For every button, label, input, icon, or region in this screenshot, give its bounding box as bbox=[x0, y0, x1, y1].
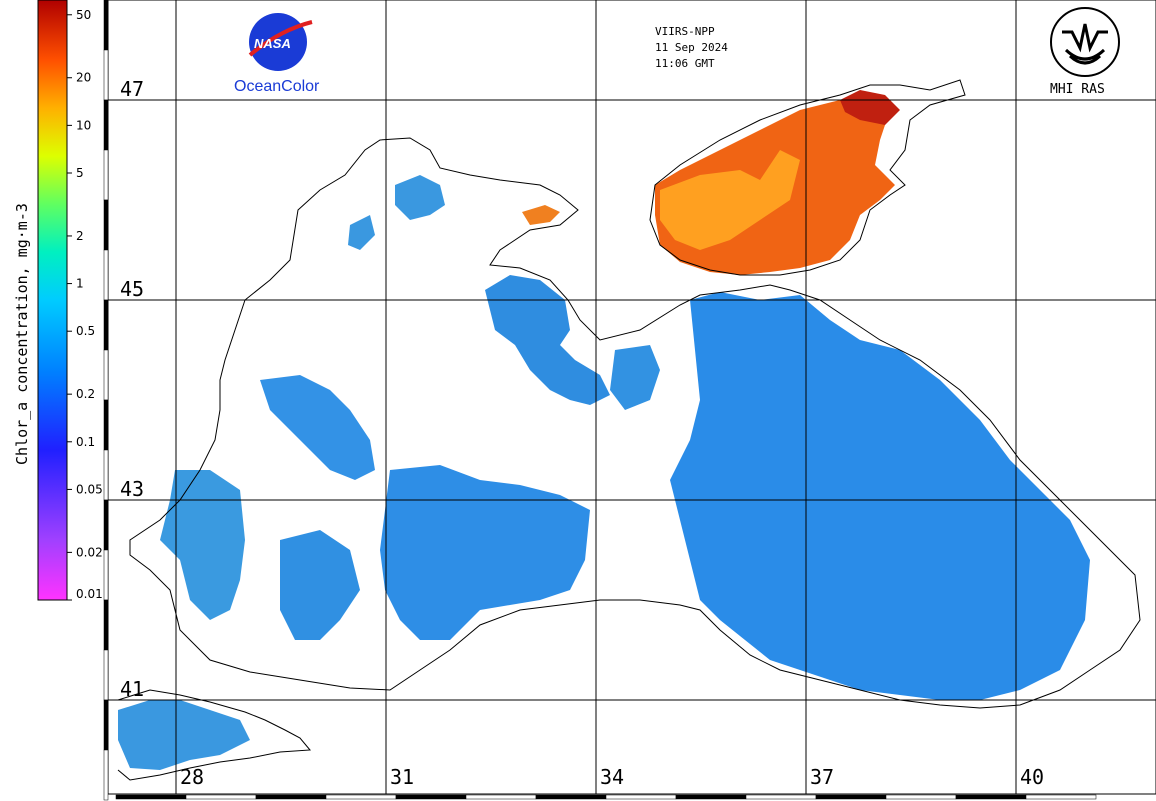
lon-label-37: 37 bbox=[810, 765, 834, 789]
longitude-labels: 28 31 34 37 40 bbox=[180, 765, 1044, 789]
lon-label-40: 40 bbox=[1020, 765, 1044, 789]
western-patch-1 bbox=[260, 375, 375, 480]
nasa-wordmark: NASA bbox=[254, 36, 291, 51]
nasa-swoosh-icon bbox=[248, 20, 313, 57]
scale-segment bbox=[395, 794, 467, 800]
scale-segment bbox=[103, 449, 109, 501]
scale-segment bbox=[103, 749, 109, 801]
scale-segment bbox=[325, 794, 397, 800]
scale-segment bbox=[103, 99, 109, 151]
bottom-scale-bar bbox=[115, 794, 1097, 800]
scale-segment bbox=[885, 794, 957, 800]
scale-segment bbox=[955, 794, 1027, 800]
central-patch bbox=[610, 345, 660, 410]
scale-segment bbox=[103, 549, 109, 601]
mhi-emblem-mark-icon bbox=[1062, 23, 1108, 65]
scale-segment bbox=[1025, 794, 1097, 800]
scale-segment bbox=[103, 399, 109, 451]
southwest-coast-patch bbox=[160, 470, 245, 620]
colorbar-gradient bbox=[37, 0, 68, 601]
scale-segment bbox=[103, 349, 109, 401]
azov-sea-coastline bbox=[649, 79, 966, 276]
chlorophyll-low-patches bbox=[118, 175, 1090, 770]
scale-segment bbox=[185, 794, 257, 800]
lon-label-34: 34 bbox=[600, 765, 624, 789]
nasa-logo: NASA OceanColor bbox=[234, 13, 320, 95]
azov-west-patch bbox=[660, 150, 800, 250]
scale-segment bbox=[103, 599, 109, 651]
satellite-time: 11:06 GMT bbox=[655, 57, 715, 70]
colorbar-tick-label: 20 bbox=[76, 71, 91, 85]
lat-label-47: 47 bbox=[120, 77, 144, 101]
western-patch-3 bbox=[280, 530, 360, 640]
colorbar-tick-label: 0.01 bbox=[76, 587, 103, 601]
scale-segment bbox=[605, 794, 677, 800]
taganrog-bay-patch bbox=[840, 90, 900, 125]
northwest-patch-2 bbox=[348, 215, 375, 250]
colorbar-tick-label: 0.05 bbox=[76, 482, 103, 496]
lat-label-43: 43 bbox=[120, 477, 144, 501]
map-area: 47 45 43 41 28 31 34 37 40 bbox=[103, 0, 1156, 801]
scale-segment bbox=[815, 794, 887, 800]
karkinit-patch bbox=[522, 205, 560, 225]
scale-segment bbox=[103, 149, 109, 201]
colorbar-tick-label: 1 bbox=[76, 277, 84, 291]
scale-segment bbox=[103, 0, 109, 51]
colorbar-tick-label: 50 bbox=[76, 8, 91, 22]
lon-label-31: 31 bbox=[390, 765, 414, 789]
mhi-logo: MHI RAS bbox=[1050, 7, 1120, 97]
graticule bbox=[108, 0, 1156, 794]
mhi-emblem-icon bbox=[1050, 7, 1120, 77]
ocean-color-label: OceanColor bbox=[234, 78, 320, 95]
colorbar-tick-label: 0.2 bbox=[76, 387, 95, 401]
colorbar-tick-label: 0.02 bbox=[76, 545, 103, 559]
scale-segment bbox=[675, 794, 747, 800]
colorbar-tick-label: 2 bbox=[76, 229, 84, 243]
marmara-coastline bbox=[117, 689, 312, 781]
scale-segment bbox=[103, 49, 109, 101]
lon-label-28: 28 bbox=[180, 765, 204, 789]
lat-label-41: 41 bbox=[120, 677, 144, 701]
colorbar-tick-label: 10 bbox=[76, 118, 91, 132]
eastern-basin-patch bbox=[670, 292, 1090, 700]
colorbar-title: Chlor_a concentration, mg·m-3 bbox=[13, 203, 31, 465]
colorbar: 50 20 10 5 2 1 0.5 0.2 0.1 0.05 0.02 0.01 Chlor_a c… bbox=[13, 0, 103, 601]
colorbar-tick-label: 0.1 bbox=[76, 435, 95, 449]
left-scale-bar bbox=[103, 0, 109, 801]
scale-segment bbox=[115, 794, 187, 800]
scale-segment bbox=[103, 299, 109, 351]
lat-label-45: 45 bbox=[120, 277, 144, 301]
scale-segment bbox=[103, 699, 109, 751]
black-sea-coastline bbox=[129, 137, 1141, 709]
colorbar-tick-label: 5 bbox=[76, 166, 84, 180]
scale-segment bbox=[465, 794, 537, 800]
scale-segment bbox=[103, 199, 109, 251]
latitude-labels: 47 45 43 41 bbox=[120, 77, 144, 701]
colorbar-ticks: 50 20 10 5 2 1 0.5 0.2 0.1 0.05 0.02 0.01 bbox=[67, 8, 103, 601]
mhi-label: MHI RAS bbox=[1050, 82, 1105, 97]
chlorophyll-high-patches bbox=[522, 90, 900, 275]
satellite-date: 11 Sep 2024 bbox=[655, 41, 728, 54]
scale-segment bbox=[103, 649, 109, 701]
satellite-sensor: VIIRS-NPP bbox=[655, 25, 715, 38]
satellite-info: VIIRS-NPP 11 Sep 2024 11:06 GMT bbox=[655, 25, 728, 70]
western-patch-2 bbox=[380, 465, 590, 640]
scale-segment bbox=[103, 499, 109, 551]
northwest-patch-1 bbox=[395, 175, 445, 220]
scale-segment bbox=[535, 794, 607, 800]
scale-segment bbox=[745, 794, 817, 800]
scale-segment bbox=[255, 794, 327, 800]
colorbar-tick-label: 0.5 bbox=[76, 324, 95, 338]
crimea-south-patch bbox=[485, 275, 610, 405]
bosphorus-patch bbox=[118, 700, 250, 770]
scale-segment bbox=[103, 249, 109, 301]
